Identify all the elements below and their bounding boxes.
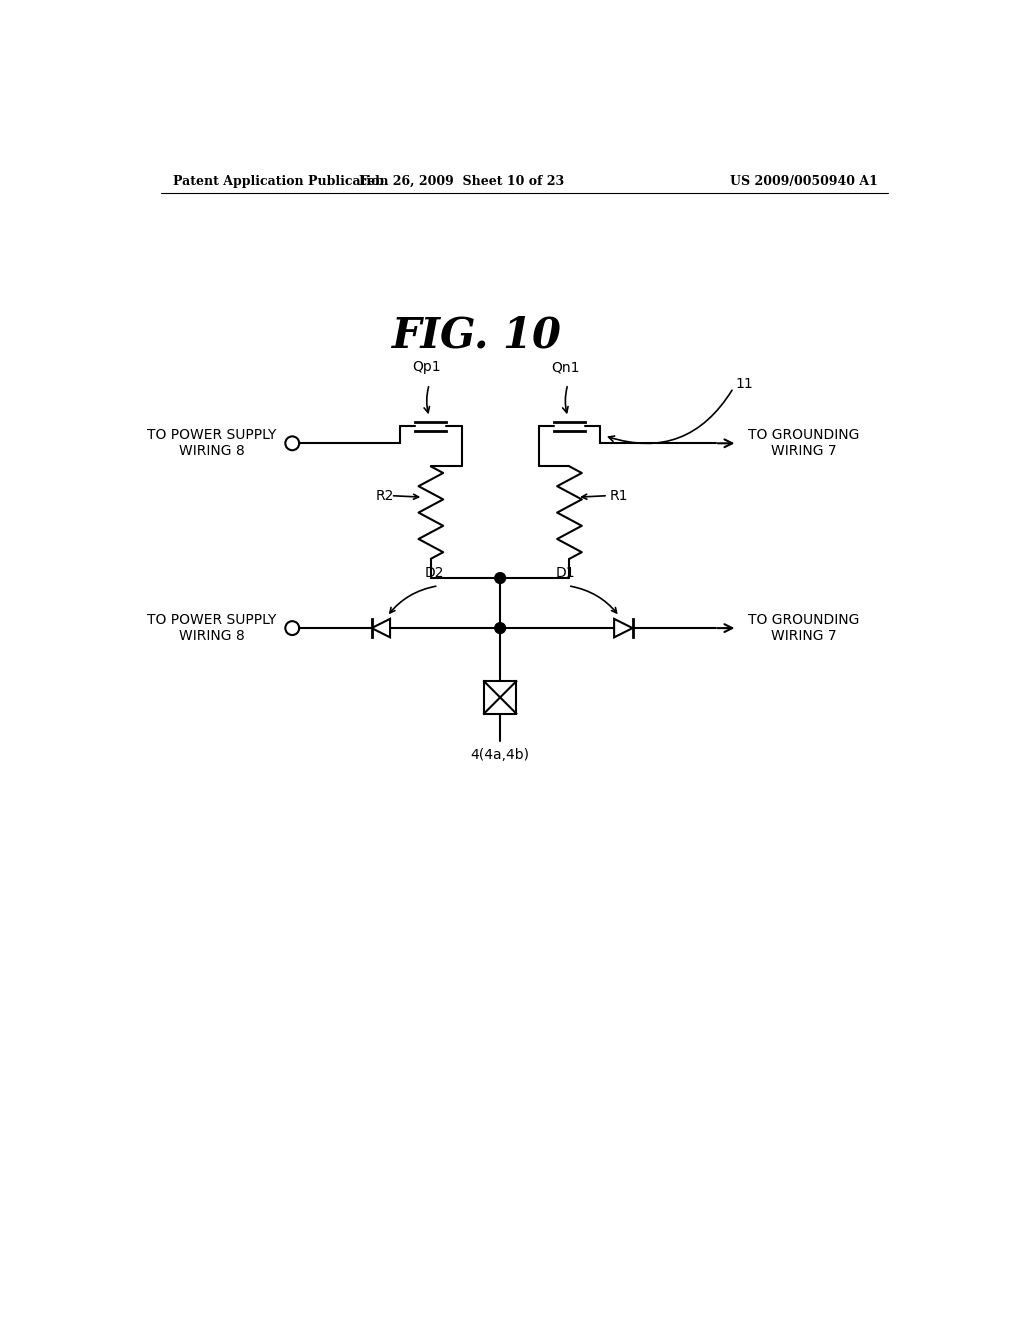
- Text: D1: D1: [556, 566, 575, 581]
- Text: Patent Application Publication: Patent Application Publication: [173, 176, 388, 187]
- Text: TO GROUNDING
WIRING 7: TO GROUNDING WIRING 7: [749, 428, 859, 458]
- Text: 11: 11: [735, 378, 753, 391]
- Text: 4(4a,4b): 4(4a,4b): [471, 748, 529, 762]
- Text: TO POWER SUPPLY
WIRING 8: TO POWER SUPPLY WIRING 8: [147, 612, 276, 643]
- Text: Qp1: Qp1: [413, 360, 441, 374]
- Text: D2: D2: [425, 566, 444, 581]
- Bar: [484, 681, 516, 714]
- Text: TO GROUNDING
WIRING 7: TO GROUNDING WIRING 7: [749, 612, 859, 643]
- Text: Feb. 26, 2009  Sheet 10 of 23: Feb. 26, 2009 Sheet 10 of 23: [359, 176, 564, 187]
- Text: R2: R2: [376, 488, 394, 503]
- Circle shape: [495, 573, 506, 583]
- Polygon shape: [614, 619, 633, 638]
- Circle shape: [495, 623, 506, 634]
- Text: Qn1: Qn1: [551, 360, 580, 374]
- Text: TO POWER SUPPLY
WIRING 8: TO POWER SUPPLY WIRING 8: [147, 428, 276, 458]
- Text: US 2009/0050940 A1: US 2009/0050940 A1: [729, 176, 878, 187]
- Text: R1: R1: [609, 488, 628, 503]
- Polygon shape: [372, 619, 390, 638]
- Text: FIG. 10: FIG. 10: [392, 314, 562, 356]
